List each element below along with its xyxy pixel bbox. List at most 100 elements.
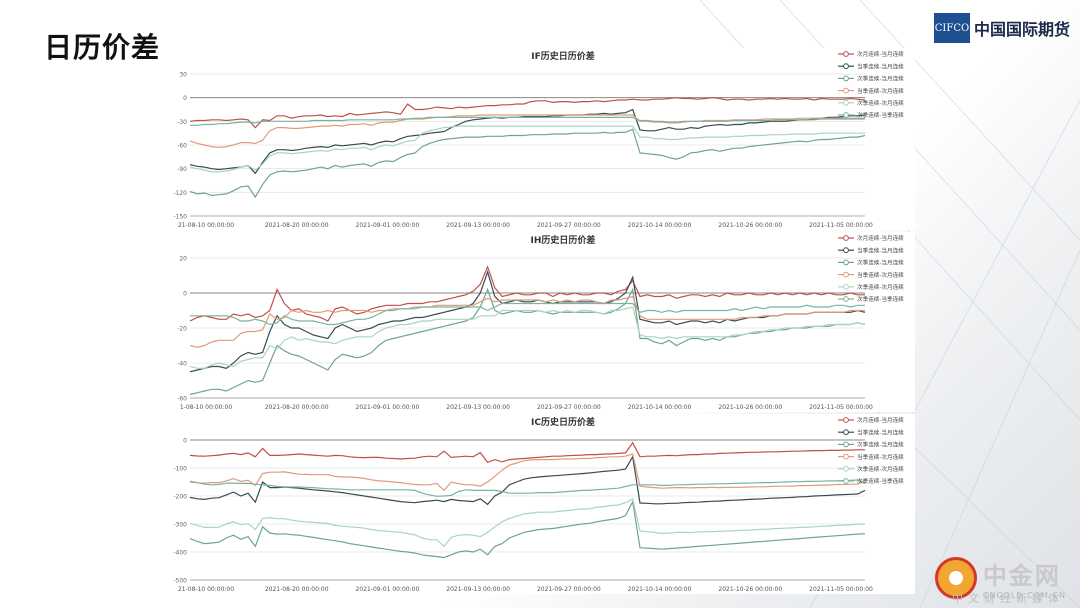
series-line (189, 114, 865, 149)
series-line (189, 455, 866, 506)
legend-marker (843, 271, 849, 278)
series-line (189, 453, 866, 492)
chart-title: IH历史日历价差 (531, 234, 596, 246)
legend-marker (843, 87, 849, 94)
y-tick-label: -400 (173, 550, 187, 557)
x-tick-label: 2021-11-05 00:00:00 (809, 404, 873, 411)
y-tick-label: -300 (173, 522, 187, 529)
legend-label: 次季连续-次月连续 (857, 283, 904, 291)
legend-marker (843, 283, 849, 290)
y-tick-label: -120 (173, 190, 187, 197)
legend-marker (843, 441, 849, 448)
legend-label: 次季连续-当月连续 (857, 441, 904, 449)
cifco-logo-mark: CIFCO (933, 13, 970, 43)
y-tick-label: -20 (177, 326, 187, 333)
chart-panel-ih: IH历史日历价差 20 0 -20 -40 -60 1-08-10 00:00:00 2021… (170, 232, 915, 412)
legend-label: 次季连续-次月连续 (857, 465, 904, 473)
ih-calendar-spread-chart: IH历史日历价差 20 0 -20 -40 -601-08-10 00:00:00 2021… (177, 234, 904, 411)
x-tick-label: 2021-09-01 00:00:00 (356, 222, 420, 229)
x-tick-label: 2021-10-14 00:00:00 (628, 404, 692, 411)
series-line (189, 125, 865, 173)
x-tick-label: 2021-09-13 00:00:00 (446, 222, 510, 229)
y-tick-label: -90 (177, 166, 187, 173)
series-line (189, 270, 866, 373)
series-line (189, 287, 866, 396)
legend-marker (843, 51, 849, 57)
x-tick-label: 2021-11-05 00:00:00 (809, 222, 873, 229)
legend-label: 次月连续-当月连续 (857, 234, 904, 242)
x-tick-label: 2021-09-27 00:00:00 (537, 404, 601, 411)
x-tick-label: 2021-09-27 00:00:00 (537, 586, 601, 593)
legend-marker (843, 247, 849, 254)
watermark-foot-text: 中文财经新媒体 (952, 592, 1064, 605)
y-tick-label: 0 (183, 291, 187, 298)
x-tick-label: 2021-09-01 00:00:00 (356, 586, 420, 593)
legend-label: 当季连续-当月连续 (857, 246, 904, 254)
legend-marker (843, 465, 849, 472)
series-line (189, 97, 866, 129)
legend-label: 次季连续-次月连续 (857, 99, 904, 107)
x-tick-label: 21-08-10 00:00:00 (178, 222, 234, 229)
series-line (189, 108, 866, 175)
y-tick-label: -60 (177, 396, 187, 403)
watermark-sub-text: CNGOLD.COM.CN (982, 591, 1066, 600)
series-line (189, 128, 866, 199)
y-tick-label: -200 (173, 494, 187, 501)
x-tick-label: 2021-10-26 00:00:00 (718, 222, 782, 229)
series-line (189, 479, 866, 497)
legend-marker (843, 75, 849, 82)
x-tick-label: 1-08-10 00:00:00 (180, 404, 232, 411)
cngold-watermark: 中金网 CNGOLD.COM.CN (934, 556, 1066, 600)
chart-panel-ic: IC历史日历价差 0 -100 -200 -300 -400 -500 21-08-10 00… (170, 414, 915, 594)
x-tick-label: 21-08-10 00:00:00 (178, 586, 234, 593)
y-tick-label: -40 (177, 361, 187, 368)
legend-marker (843, 259, 849, 266)
x-tick-label: 2021-08-20 00:00:00 (265, 586, 329, 593)
legend-label: 次月连续-当月连续 (857, 50, 904, 58)
x-tick-label: 2021-09-01 00:00:00 (356, 404, 420, 411)
x-tick-label: 2021-08-20 00:00:00 (265, 222, 329, 229)
series-line (190, 116, 865, 126)
x-tick-label: 2021-09-13 00:00:00 (446, 404, 510, 411)
y-tick-label: -60 (177, 143, 187, 150)
y-tick-label: 0 (183, 438, 187, 445)
series-line (189, 441, 865, 464)
legend-marker (843, 429, 849, 436)
legend-label: 当季连续-次月连续 (857, 271, 904, 279)
legend-label: 次季连续-当季连续 (857, 295, 904, 303)
y-tick-label: 0 (183, 95, 187, 102)
series-line (190, 302, 865, 326)
legend-label: 次季连续-当月连续 (857, 259, 904, 267)
chart-title: IF历史日历价差 (531, 50, 595, 62)
legend-label: 次月连续-当月连续 (857, 416, 904, 424)
legend-marker (843, 417, 849, 423)
x-tick-label: 2021-10-26 00:00:00 (718, 586, 782, 593)
legend-marker (843, 235, 849, 241)
series-line (189, 295, 865, 348)
x-tick-label: 2021-09-13 00:00:00 (446, 586, 510, 593)
legend-marker (843, 478, 849, 484)
legend-marker (843, 112, 849, 118)
chart-title: IC历史日历价差 (531, 416, 595, 428)
series-line (189, 499, 866, 559)
chart-panel-if: IF历史日历价差 30 0 -30 -60 -90 -120 -150 21-08-10 00:… (170, 48, 915, 230)
legend-label: 当季连续-当月连续 (857, 62, 904, 70)
company-logo: CIFCO 中国国际期货 (933, 12, 1070, 44)
y-tick-label: -500 (173, 578, 187, 585)
x-tick-label: 2021-09-27 00:00:00 (537, 222, 601, 229)
y-tick-label: -100 (173, 466, 187, 473)
series-line (189, 306, 866, 369)
legend-label: 次季连续-当季连续 (857, 111, 904, 119)
legend-label: 当季连续-当月连续 (857, 428, 904, 436)
legend-label: 当季连续-次月连续 (857, 87, 904, 95)
y-tick-label: -150 (173, 214, 187, 221)
y-tick-label: 30 (179, 72, 187, 79)
series-line (189, 497, 866, 548)
x-tick-label: 2021-11-05 00:00:00 (809, 586, 873, 593)
x-tick-label: 2021-10-14 00:00:00 (628, 222, 692, 229)
x-tick-label: 2021-10-14 00:00:00 (628, 586, 692, 593)
legend-marker (843, 63, 849, 70)
legend-label: 次季连续-当月连续 (857, 75, 904, 83)
